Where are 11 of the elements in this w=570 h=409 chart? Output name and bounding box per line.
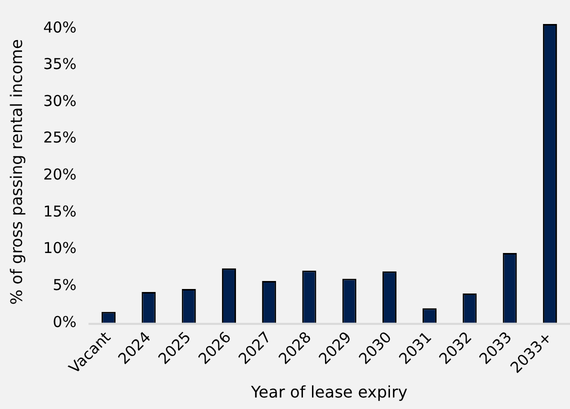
y-tick-label: 10% [43, 239, 77, 258]
y-tick-label: 0% [52, 312, 77, 331]
y-tick-label: 15% [43, 202, 77, 220]
y-tick-label: 20% [43, 166, 77, 184]
y-tick-label: 5% [52, 276, 77, 294]
y-tick-label: 25% [43, 128, 77, 147]
y-axis-title: % of gross passing rental income [6, 39, 26, 305]
y-tick-label: 40% [43, 18, 77, 36]
y-tick-label: 35% [43, 55, 77, 74]
x-axis-title: Year of lease expiry [250, 382, 408, 402]
y-tick-label: 30% [43, 92, 77, 110]
